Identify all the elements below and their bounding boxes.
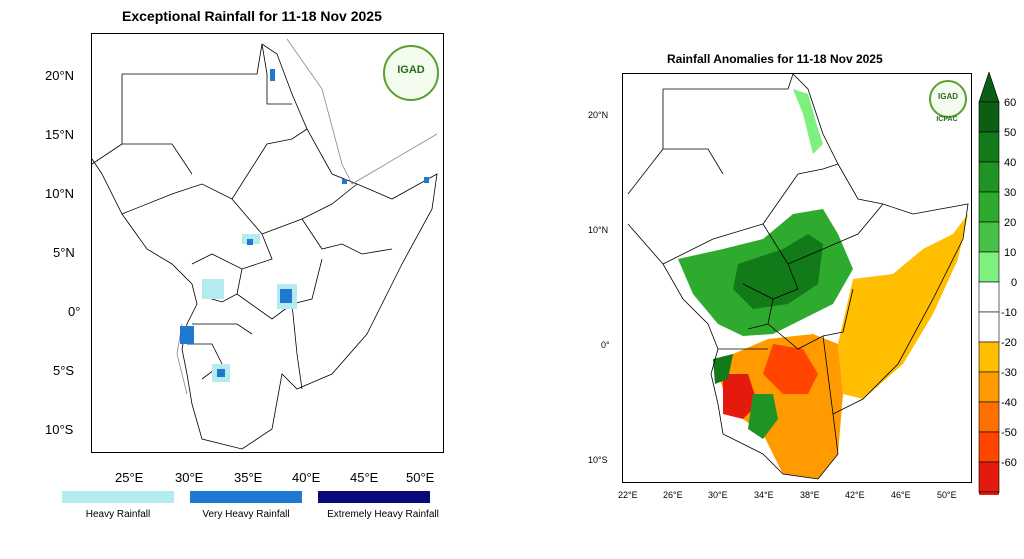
cb-label-30: 30 bbox=[1004, 187, 1017, 199]
right-country-borders bbox=[627, 73, 969, 480]
right-igad-logo: IGAD bbox=[929, 80, 967, 118]
lat-tick-5n: 5°N bbox=[53, 245, 75, 260]
cb-label-m30: -30 bbox=[1001, 367, 1017, 379]
cb-label-m60: -60 bbox=[1001, 457, 1017, 469]
right-lon-tick-22e: 22°E bbox=[618, 490, 638, 500]
colorbar-segment bbox=[978, 431, 1000, 463]
cb-label-m40: -40 bbox=[1001, 397, 1017, 409]
right-lon-tick-50e: 50°E bbox=[937, 490, 957, 500]
left-map-title: Exceptional Rainfall for 11-18 Nov 2025 bbox=[122, 8, 382, 24]
colorbar-segment bbox=[978, 341, 1000, 373]
colorbar-segment bbox=[978, 221, 1000, 253]
cb-label-m50: -50 bbox=[1001, 427, 1017, 439]
lon-tick-25e: 25°E bbox=[115, 470, 144, 485]
legend-extreme-label: Extremely Heavy Rainfall bbox=[327, 509, 439, 520]
colorbar-bottom-arrow bbox=[978, 491, 1000, 495]
lat-tick-10n: 10°N bbox=[45, 186, 75, 201]
left-map-frame bbox=[91, 33, 444, 453]
legend-heavy-label: Heavy Rainfall bbox=[85, 509, 151, 520]
left-igad-logo: IGAD bbox=[383, 45, 439, 101]
rainfall-patches bbox=[180, 69, 429, 382]
lon-tick-40e: 40°E bbox=[292, 470, 321, 485]
legend-extreme-swatch bbox=[318, 491, 430, 503]
lat-tick-20n: 20°N bbox=[45, 68, 75, 83]
colorbar-segment bbox=[978, 311, 1000, 343]
colorbar-segment bbox=[978, 461, 1000, 493]
colorbar-segment bbox=[978, 131, 1000, 163]
lon-tick-35e: 35°E bbox=[234, 470, 263, 485]
right-lon-tick-46e: 46°E bbox=[891, 490, 911, 500]
right-lat-tick-10s: 10°S bbox=[588, 455, 608, 465]
colorbar-segment bbox=[978, 401, 1000, 433]
colorbar-segment bbox=[978, 251, 1000, 283]
colorbar-segment bbox=[978, 161, 1000, 193]
cb-label-m10: -10 bbox=[1001, 307, 1017, 319]
right-logo-text: IGAD bbox=[938, 92, 958, 101]
lon-tick-50e: 50°E bbox=[406, 470, 435, 485]
lon-tick-45e: 45°E bbox=[350, 470, 379, 485]
cb-label-m20: -20 bbox=[1001, 337, 1017, 349]
colorbar-segment bbox=[978, 281, 1000, 313]
right-lon-tick-30e: 30°E bbox=[708, 490, 728, 500]
lat-tick-10s: 10°S bbox=[45, 422, 74, 437]
lat-tick-5s: 5°S bbox=[53, 363, 75, 378]
lat-tick-15n: 15°N bbox=[45, 127, 75, 142]
colorbar-top-arrow bbox=[978, 72, 1000, 103]
lat-tick-0: 0° bbox=[68, 304, 81, 319]
cb-label-10: 10 bbox=[1004, 247, 1017, 259]
cb-label-40: 40 bbox=[1004, 157, 1017, 169]
cb-label-60: 60 bbox=[1004, 97, 1017, 109]
right-lat-tick-20n: 20°N bbox=[588, 110, 609, 120]
right-map-title: Rainfall Anomalies for 11-18 Nov 2025 bbox=[667, 52, 883, 66]
colorbar-segment bbox=[978, 191, 1000, 223]
right-map-frame bbox=[622, 73, 972, 483]
cb-label-20: 20 bbox=[1004, 217, 1017, 229]
cb-label-0: 0 bbox=[1011, 277, 1018, 289]
right-logo-subtext: ICPAC bbox=[936, 116, 958, 123]
anomaly-regions bbox=[678, 89, 968, 479]
left-map-canvas bbox=[91, 38, 438, 450]
colorbar-graphic bbox=[978, 72, 1000, 495]
right-lat-tick-0: 0° bbox=[601, 340, 610, 350]
cb-label-50: 50 bbox=[1004, 127, 1017, 139]
right-lat-tick-10n: 10°N bbox=[588, 225, 609, 235]
lon-tick-30e: 30°E bbox=[175, 470, 204, 485]
left-logo-text: IGAD bbox=[397, 64, 425, 76]
legend-very-heavy-label: Very Heavy Rainfall bbox=[202, 509, 290, 520]
right-map-canvas bbox=[627, 73, 969, 480]
legend-very-heavy-swatch bbox=[190, 491, 302, 503]
right-lon-tick-26e: 26°E bbox=[663, 490, 683, 500]
legend-heavy-swatch bbox=[62, 491, 174, 503]
right-lon-tick-38e: 38°E bbox=[800, 490, 820, 500]
colorbar-segment bbox=[978, 371, 1000, 403]
right-lon-tick-34e: 34°E bbox=[754, 490, 774, 500]
colorbar-segment bbox=[978, 101, 1000, 133]
country-borders bbox=[91, 43, 438, 450]
right-lon-tick-42e: 42°E bbox=[845, 490, 865, 500]
